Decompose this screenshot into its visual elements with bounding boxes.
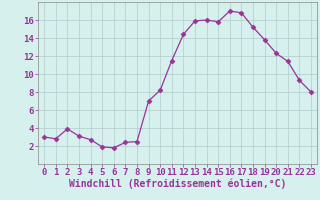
X-axis label: Windchill (Refroidissement éolien,°C): Windchill (Refroidissement éolien,°C): [69, 179, 286, 189]
